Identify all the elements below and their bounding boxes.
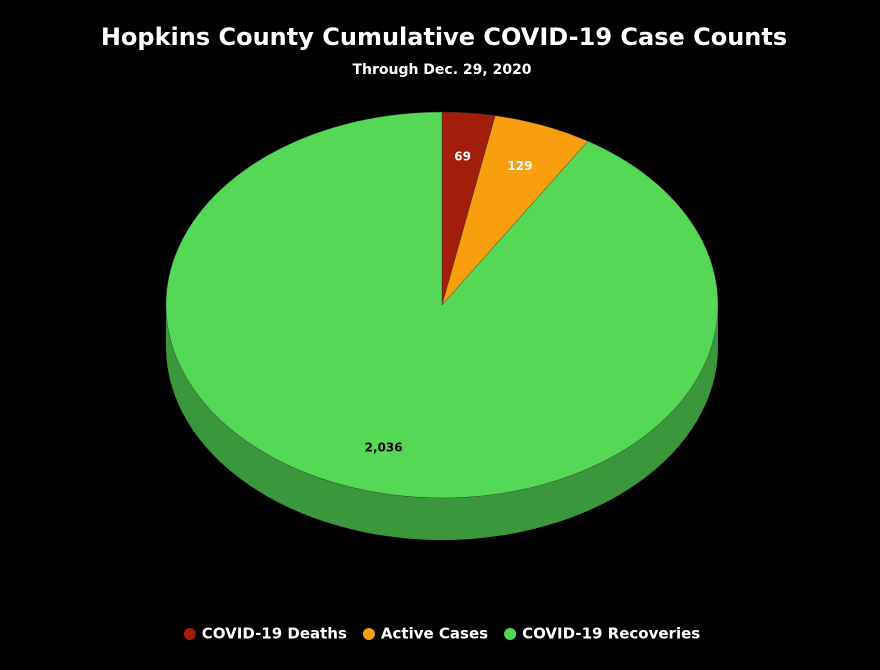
legend-marker bbox=[504, 628, 517, 640]
legend-label: Active Cases bbox=[381, 625, 488, 643]
legend-label: COVID-19 Deaths bbox=[202, 625, 347, 643]
slice bbox=[165, 111, 719, 499]
legend: COVID-19 Deaths Active Cases COVID-19 Reco… bbox=[183, 625, 700, 643]
chart-subtitle: Through Dec. 29, 2020 bbox=[352, 62, 531, 78]
data-label: 129 bbox=[507, 159, 532, 173]
legend-label: COVID-19 Recoveries bbox=[522, 625, 700, 643]
legend-marker bbox=[183, 628, 196, 640]
data-label: 69 bbox=[454, 150, 471, 164]
legend-marker bbox=[362, 628, 375, 640]
data-label: 2,036 bbox=[365, 440, 403, 454]
chart-title: Hopkins County Cumulative COVID-19 Case … bbox=[101, 23, 787, 51]
slice-side bbox=[166, 305, 718, 540]
